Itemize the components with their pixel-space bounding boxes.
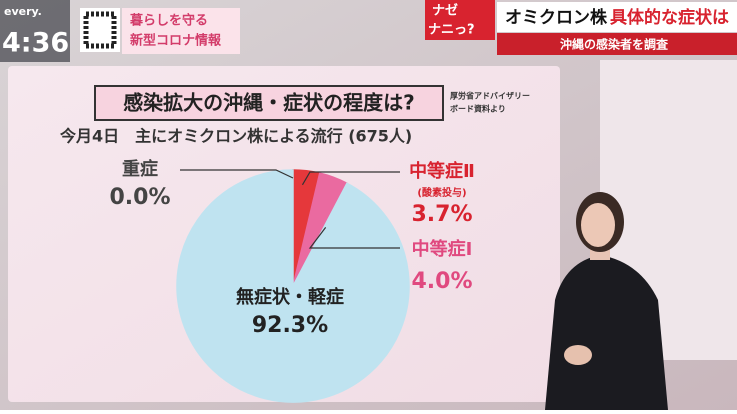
subtitle: 今月4日 主にオミクロン株による流行 (675人) [59,127,412,146]
corner-line: ナゼ [432,3,458,19]
annotation: (酸素投与) [417,186,466,199]
badge-line: 新型コロナ情報 [130,33,222,49]
source: ボード資料より [450,104,506,114]
headline: オミクロン株 [505,7,608,28]
subheadline-box [497,33,737,55]
presenter [545,192,668,410]
leader-line [180,169,294,179]
corner-line: ナニっ? [428,23,475,38]
corner-box [425,0,495,40]
headline: 具体的な症状は [609,7,729,28]
title-box [94,85,444,121]
time-box [0,0,70,62]
value-label: 3.7% [411,202,472,227]
category-label: 中等症Ⅰ [412,238,473,260]
program: every. [4,5,42,18]
time: 4:36 [2,28,69,59]
subheadline: 沖縄の感染者を調査 [560,37,669,52]
category-label: 中等症Ⅱ [409,160,475,182]
leader-line [301,171,400,186]
badge [122,8,240,54]
pie-slice [176,169,410,403]
category-label: 重症 [122,158,158,180]
badge-line: 暮らしを守る [129,13,208,29]
pie: 重症 0.0% 中等症Ⅱ 3.7% 中等症Ⅰ 4.0% 無症状・軽症 92.3% (酸素投与) [109,158,475,403]
value-label: 4.0% [411,269,472,294]
category-label: 無症状・軽症 [236,286,344,308]
value-label: 92.3% [252,313,328,338]
headline-box [497,2,737,32]
leader-line [308,226,400,249]
value-label: 0.0% [109,185,170,210]
chart-title: 感染拡大の沖縄・症状の程度は? [123,91,415,115]
source: 厚労省アドバイザリー [450,91,530,101]
